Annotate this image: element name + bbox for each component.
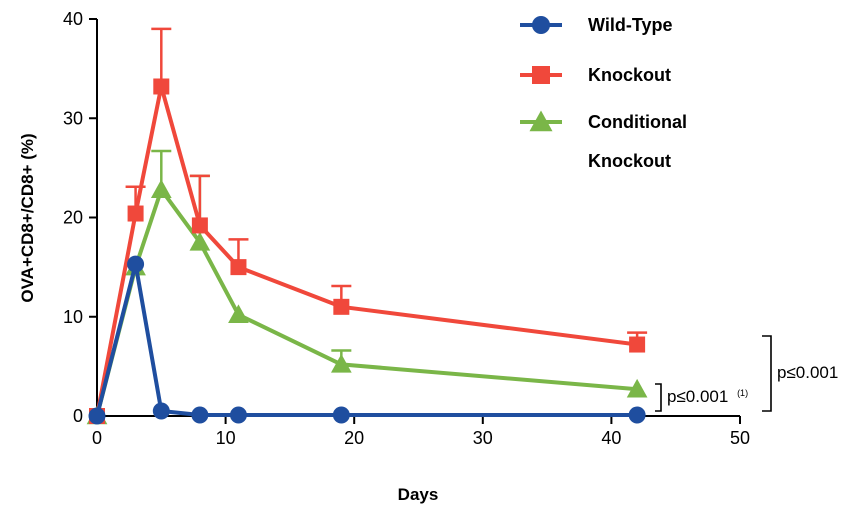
data-point <box>228 304 249 324</box>
y-tick-label: 10 <box>63 307 83 327</box>
data-point <box>332 406 350 424</box>
y-ticks: 0 10 20 30 40 <box>63 9 97 426</box>
annotation-cko-vs-wt-text: p≤0.001 <box>667 387 728 406</box>
series-line <box>95 262 638 417</box>
legend: Wild-Type Knockout Conditional Knockout <box>520 15 687 171</box>
x-tick-label: 40 <box>601 428 621 448</box>
data-point <box>230 259 247 276</box>
x-tick-label: 10 <box>216 428 236 448</box>
annotation-cko-vs-wt: p≤0.001 (1) <box>667 387 748 406</box>
x-axis-title: Days <box>398 485 439 504</box>
y-tick-label: 40 <box>63 9 83 29</box>
y-tick-label: 30 <box>63 108 83 128</box>
bracket-ko-vs-wt <box>762 335 772 412</box>
legend-label: Knockout <box>588 151 671 171</box>
data-point <box>127 205 144 222</box>
data-point <box>628 406 646 424</box>
data-point <box>229 406 247 424</box>
annotation-cko-vs-wt-sup: (1) <box>737 388 748 398</box>
x-tick-label: 50 <box>730 428 750 448</box>
legend-marker <box>529 110 553 132</box>
x-tick-label: 30 <box>473 428 493 448</box>
series-layer <box>86 27 648 425</box>
legend-label: Conditional <box>588 112 687 132</box>
data-point <box>629 336 646 353</box>
data-point <box>626 378 648 398</box>
legend-marker <box>532 16 550 34</box>
x-ticks: 0 10 20 30 40 50 <box>92 416 750 448</box>
data-point <box>127 255 145 273</box>
data-point <box>191 406 209 424</box>
data-point <box>189 231 211 251</box>
legend-marker <box>532 66 550 84</box>
series-line <box>95 187 638 417</box>
x-tick-label: 20 <box>344 428 364 448</box>
y-tick-label: 0 <box>73 406 83 426</box>
data-point <box>152 402 170 420</box>
data-point <box>191 217 208 234</box>
legend-label: Wild-Type <box>588 15 673 35</box>
data-point <box>150 179 172 198</box>
series-wild-type <box>88 255 646 425</box>
series-conditional-knockout <box>86 149 648 425</box>
y-axis-title: OVA+CD8+/CD8+ (%) <box>18 133 37 302</box>
bracket-cko-vs-wt <box>655 383 662 412</box>
data-point <box>330 354 352 373</box>
y-tick-label: 20 <box>63 208 83 228</box>
annotation-ko-vs-wt: p≤0.001 <box>777 363 838 382</box>
annotations: p≤0.001 (1) p≤0.001 <box>655 335 838 412</box>
x-tick-label: 0 <box>92 428 102 448</box>
data-point <box>153 78 170 95</box>
legend-label: Knockout <box>588 65 671 85</box>
data-point <box>333 298 350 315</box>
data-point <box>88 407 106 425</box>
